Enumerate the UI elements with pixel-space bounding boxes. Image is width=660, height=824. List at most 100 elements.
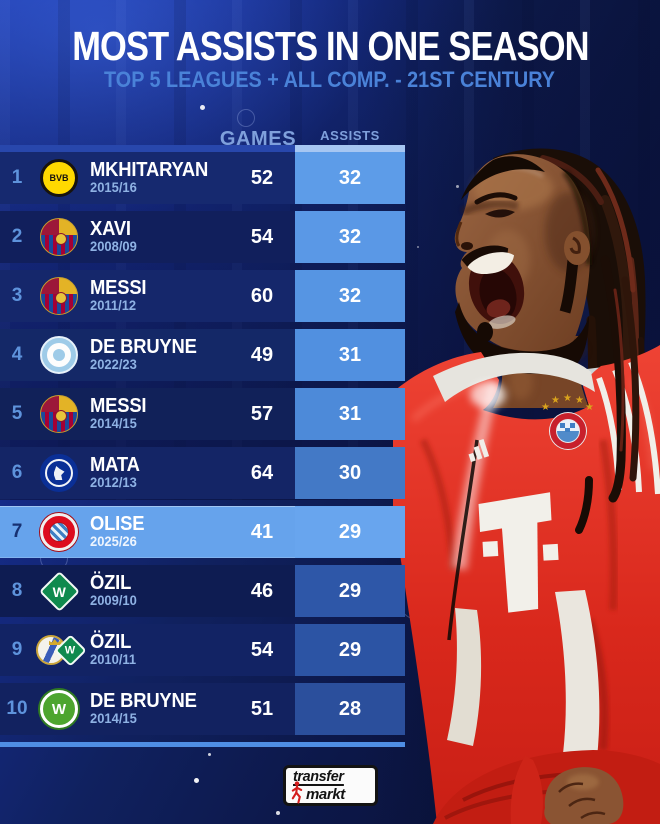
- club-badge-werder-bremen-icon: W: [38, 570, 80, 612]
- table-row: 9 W ÖZIL 2010/11 54 29: [0, 624, 405, 676]
- club-badges: [34, 395, 84, 433]
- table-row: 2 XAVI 2008/09 54 32: [0, 211, 405, 263]
- svg-text:★: ★: [585, 402, 594, 413]
- table-row: 1 BVB MKHITARYAN 2015/16 52 32: [0, 152, 405, 204]
- rank-label: 10: [6, 698, 28, 719]
- open-mouth: [461, 245, 525, 329]
- table-top-strip: [0, 145, 405, 152]
- games-value: 60: [250, 284, 274, 307]
- assists-value: 32: [295, 270, 405, 322]
- sparkle-dot: [200, 105, 205, 110]
- games-value: 41: [250, 520, 274, 543]
- hem-stripe: [447, 608, 482, 746]
- player-name: ÖZIL: [90, 571, 132, 594]
- column-header-assists: ASSISTS: [320, 128, 380, 143]
- hand: [510, 756, 624, 824]
- rank-label: 1: [11, 167, 23, 188]
- rank-label: 3: [11, 285, 23, 306]
- face: [454, 154, 593, 374]
- svg-text:★: ★: [575, 395, 584, 406]
- games-value: 49: [250, 343, 274, 366]
- club-badge-fc-barcelona-icon: [40, 218, 78, 256]
- player-name: ÖZIL: [90, 630, 132, 653]
- club-badge-chelsea-icon: [40, 454, 78, 492]
- season-label: 2008/09: [90, 239, 137, 255]
- games-value: 52: [250, 166, 274, 189]
- table-row: 4 DE BRUYNE 2022/23 49 31: [0, 329, 405, 381]
- games-value: 51: [250, 697, 274, 720]
- club-badge-wolfsburg-icon: W: [40, 690, 78, 728]
- table-row: 5 MESSI 2014/15 57 31: [0, 388, 405, 440]
- table-row: 8 W ÖZIL 2009/10 46 29: [0, 565, 405, 617]
- player-name: MKHITARYAN: [90, 158, 209, 181]
- rank-label: 9: [11, 639, 23, 660]
- collar-front: [433, 352, 595, 402]
- season-label: 2011/12: [90, 298, 137, 314]
- assists-value: 28: [295, 683, 405, 735]
- assists-value: 32: [295, 152, 405, 204]
- club-badges: [34, 513, 84, 551]
- svg-text:★: ★: [551, 395, 560, 406]
- season-label: 2009/10: [90, 593, 137, 609]
- player-name: DE BRUYNE: [90, 689, 197, 712]
- assists-value: 31: [295, 329, 405, 381]
- cord: [447, 439, 479, 641]
- ranking-table: 1 BVB MKHITARYAN 2015/16 52 32 2 XAVI 20…: [0, 145, 405, 747]
- table-row: 3 MESSI 2011/12 60 32: [0, 270, 405, 322]
- club-badge-bayern-munich-icon: [40, 513, 78, 551]
- club-badge-fc-barcelona-icon: [40, 277, 78, 315]
- rank-label: 6: [11, 462, 23, 483]
- page-subtitle: TOP 5 LEAGUES + ALL COMP. - 21ST CENTURY: [104, 67, 556, 92]
- rank-label: 4: [11, 344, 23, 365]
- assists-value: 30: [295, 447, 405, 499]
- dreadlock-strands-front: [575, 255, 640, 534]
- club-badges: W: [34, 633, 87, 667]
- transfermarkt-logo: transfer markt: [283, 765, 378, 806]
- games-value: 46: [250, 579, 274, 602]
- club-badges: W: [34, 690, 84, 728]
- player-name: XAVI: [90, 217, 131, 240]
- assists-value: 32: [295, 211, 405, 263]
- rank-label: 7: [11, 521, 23, 542]
- sparkle-dot: [417, 246, 419, 248]
- club-badges: [34, 454, 84, 492]
- games-value: 54: [250, 638, 274, 661]
- season-label: 2014/15: [90, 711, 137, 727]
- assists-value: 29: [295, 624, 405, 676]
- page-title: MOST ASSISTS IN ONE SEASON: [71, 23, 589, 69]
- rank-label: 5: [11, 403, 23, 424]
- club-badges: [34, 336, 84, 374]
- adidas-logo-icon: [468, 439, 490, 462]
- logo-line-1: transfer: [293, 768, 344, 786]
- season-label: 2022/23: [90, 357, 137, 373]
- assists-value: 31: [295, 388, 405, 440]
- ear: [564, 231, 590, 265]
- sparkle-ring: [237, 109, 255, 127]
- season-label: 2015/16: [90, 180, 137, 196]
- season-label: 2014/15: [90, 416, 137, 432]
- sparkle-dot: [194, 778, 199, 783]
- assists-value: 29: [295, 565, 405, 617]
- season-label: 2025/26: [90, 534, 137, 550]
- table-row-highlighted: 7 OLISE 2025/26 41 29: [0, 506, 405, 558]
- games-value: 64: [250, 461, 274, 484]
- sparkle-dot: [456, 185, 459, 188]
- club-badge-borussia-dortmund-icon: BVB: [40, 159, 78, 197]
- sparkle-dot: [276, 811, 280, 815]
- table-bottom-strip: [0, 742, 405, 747]
- club-badges: W: [34, 570, 84, 612]
- club-badge-fc-barcelona-icon: [40, 395, 78, 433]
- bayern-crest-icon: ★ ★ ★ ★ ★: [541, 393, 594, 450]
- rank-label: 2: [11, 226, 23, 247]
- season-label: 2010/11: [90, 652, 137, 668]
- telekom-logo-icon: [478, 492, 559, 613]
- table-row: 6 MATA 2012/13 64 30: [0, 447, 405, 499]
- season-label: 2012/13: [90, 475, 137, 491]
- sparkle-dot: [208, 753, 211, 756]
- hem-stripe: [555, 590, 600, 758]
- player-name: OLISE: [90, 512, 145, 535]
- games-value: 54: [250, 225, 274, 248]
- rank-label: 8: [11, 580, 23, 601]
- player-name: DE BRUYNE: [90, 335, 197, 358]
